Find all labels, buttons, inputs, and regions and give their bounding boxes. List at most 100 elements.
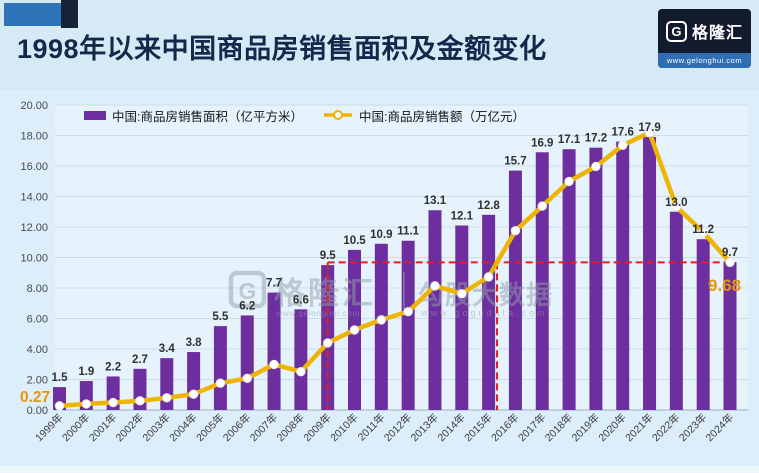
line-marker-2000年 [81,399,92,409]
line-last-value-label: 9.68 [708,276,741,295]
bar-2018年 [562,149,576,410]
bottom-strip [0,466,759,473]
bar-2014年 [455,225,469,410]
line-marker-2023年 [698,227,708,237]
y-tick-label: 18.00 [20,131,48,143]
bar-value-label-2008年: 6.6 [293,294,309,306]
chart-svg: 0.00 2.00 4.00 6.00 8.00 10.00 12.00 14.00 16.00… [20,100,748,444]
x-tick-label-2000年: 2000年 [59,411,92,444]
header-decoration-navy [61,0,78,28]
bar-2017年 [535,152,549,410]
bar-value-label-2018年: 17.1 [558,134,581,146]
bar-2004年 [187,352,201,410]
bar-value-label-2021年: 17.9 [638,122,660,134]
line-marker-2018年 [564,176,574,187]
bar-value-label-2016年: 15.7 [504,156,526,168]
bar-value-label-2005年: 5.5 [212,311,229,323]
line-marker-2011年 [376,315,387,325]
line-marker-2021年 [644,127,655,138]
annotation-dashed-lines [326,261,734,410]
line-marker-2006年 [242,373,252,383]
line-marker-2002年 [135,396,145,406]
y-tick-label: 0.00 [27,405,48,417]
bar-2011年 [374,243,388,410]
bar-value-label-2022年: 13.0 [665,197,687,209]
bar-value-label-2004年: 3.8 [186,337,203,349]
y-tick-label: 20.00 [20,100,48,112]
line-marker-2014年 [457,288,467,299]
bar-value-label-2007年: 7.7 [266,278,282,290]
legend-label-amount: 中国:商品房销售额（万亿元） [358,109,525,124]
y-tick-label: 16.00 [20,161,48,173]
x-tick-label-2013年: 2013年 [408,411,441,444]
bar-value-label-2019年: 17.2 [585,133,607,145]
line-marker-2003年 [162,393,172,403]
bar-value-label-2002年: 2.7 [132,354,148,366]
line-marker-2016年 [510,225,521,236]
bar-2005年 [213,326,227,410]
y-tick-label: 6.00 [27,314,48,326]
line-marker-2005年 [215,378,226,388]
watermark-url1: www.gelonghui.com [275,308,360,318]
bar-value-label-2000年: 1.9 [78,366,94,378]
bar-2020年 [616,141,630,410]
x-tick-label-2023年: 2023年 [676,411,709,444]
watermark-brand2: 勾股大数据 [418,280,553,310]
bar-2013年 [428,210,442,410]
x-tick-label-2008年: 2008年 [274,411,307,444]
line-first-value-label: 0.27 [20,389,50,406]
line-marker-1999年 [54,401,65,411]
bar-value-label-2010年: 10.5 [343,235,366,247]
y-tick-label: 14.00 [20,192,48,204]
logo-url: www.gelonghui.com [658,53,751,68]
line-marker-2017年 [537,201,547,211]
bar-value-label-2024年: 9.7 [722,247,738,259]
watermark-brand1: 格隆汇 [274,276,376,311]
legend-item-amount: 中国:商品房销售额（万亿元） [323,106,525,125]
bar-value-label-2014年: 12.1 [451,210,474,222]
x-tick-label-2011年: 2011年 [355,411,388,444]
line-marker-2010年 [349,325,360,335]
logo-g-icon: G [665,20,687,42]
x-tick-label-2012年: 2012年 [381,411,414,444]
y-axis-labels: 0.00 2.00 4.00 6.00 8.00 10.00 12.00 14.00 16.00… [20,100,48,417]
chart-legend: 中国:商品房销售面积（亿平方米） 中国:商品房销售额（万亿元） [84,106,525,124]
bar-value-labels: 1.5 1.9 2.2 2.7 3.4 3.8 5.5 6.2 7.7 6.6 9.5 10.5 10.… [52,122,739,384]
logo-name: 格隆汇 [691,25,743,42]
bar-2019年 [589,147,603,410]
line-marker-2009年 [323,338,333,348]
bar-value-label-2006年: 6.2 [239,300,255,312]
x-tick-label-2024年: 2024年 [703,411,736,444]
bar-value-label-2020年: 17.6 [612,127,634,139]
line-marker-2012年 [403,306,413,317]
bar-2015年 [482,214,496,410]
y-tick-label: 12.00 [20,222,48,234]
x-tick-label-2009年: 2009年 [301,411,334,444]
page-title: 1998年以来中国商品房销售面积及金额变化 [17,34,547,64]
bar-value-label-2017年: 16.9 [531,137,553,149]
bar-2006年 [240,315,254,410]
x-tick-label-2020年: 2020年 [596,411,629,444]
y-tick-label: 10.00 [20,253,48,265]
y-tick-label: 8.00 [27,283,48,295]
bar-2007年 [267,292,281,410]
line-marker-2001年 [108,397,118,408]
x-tick-label-2016年: 2016年 [488,411,521,444]
watermark-url2: www.gogudata.com [420,308,548,318]
bar-value-label-2003年: 3.4 [159,343,176,355]
bar-value-label-2001年: 2.2 [105,361,121,373]
header: 1998年以来中国商品房销售面积及金额变化 G 格隆汇 www.gelonghu… [0,0,759,91]
bar-value-label-1999年: 1.5 [52,372,69,384]
bar-2009年 [321,265,335,410]
bar-2024年 [723,262,737,410]
x-tick-label-2018年: 2018年 [542,411,575,444]
x-tick-label-2015年: 2015年 [462,411,495,444]
header-decoration-blue [4,3,61,26]
x-tick-label-2007年: 2007年 [247,411,280,444]
bar-2021年 [643,137,657,410]
y-tick-label: 4.00 [27,344,48,356]
x-tick-label-2004年: 2004年 [167,411,200,444]
x-tick-label-2001年: 2001年 [86,411,119,444]
line-marker-2015年 [483,272,494,282]
